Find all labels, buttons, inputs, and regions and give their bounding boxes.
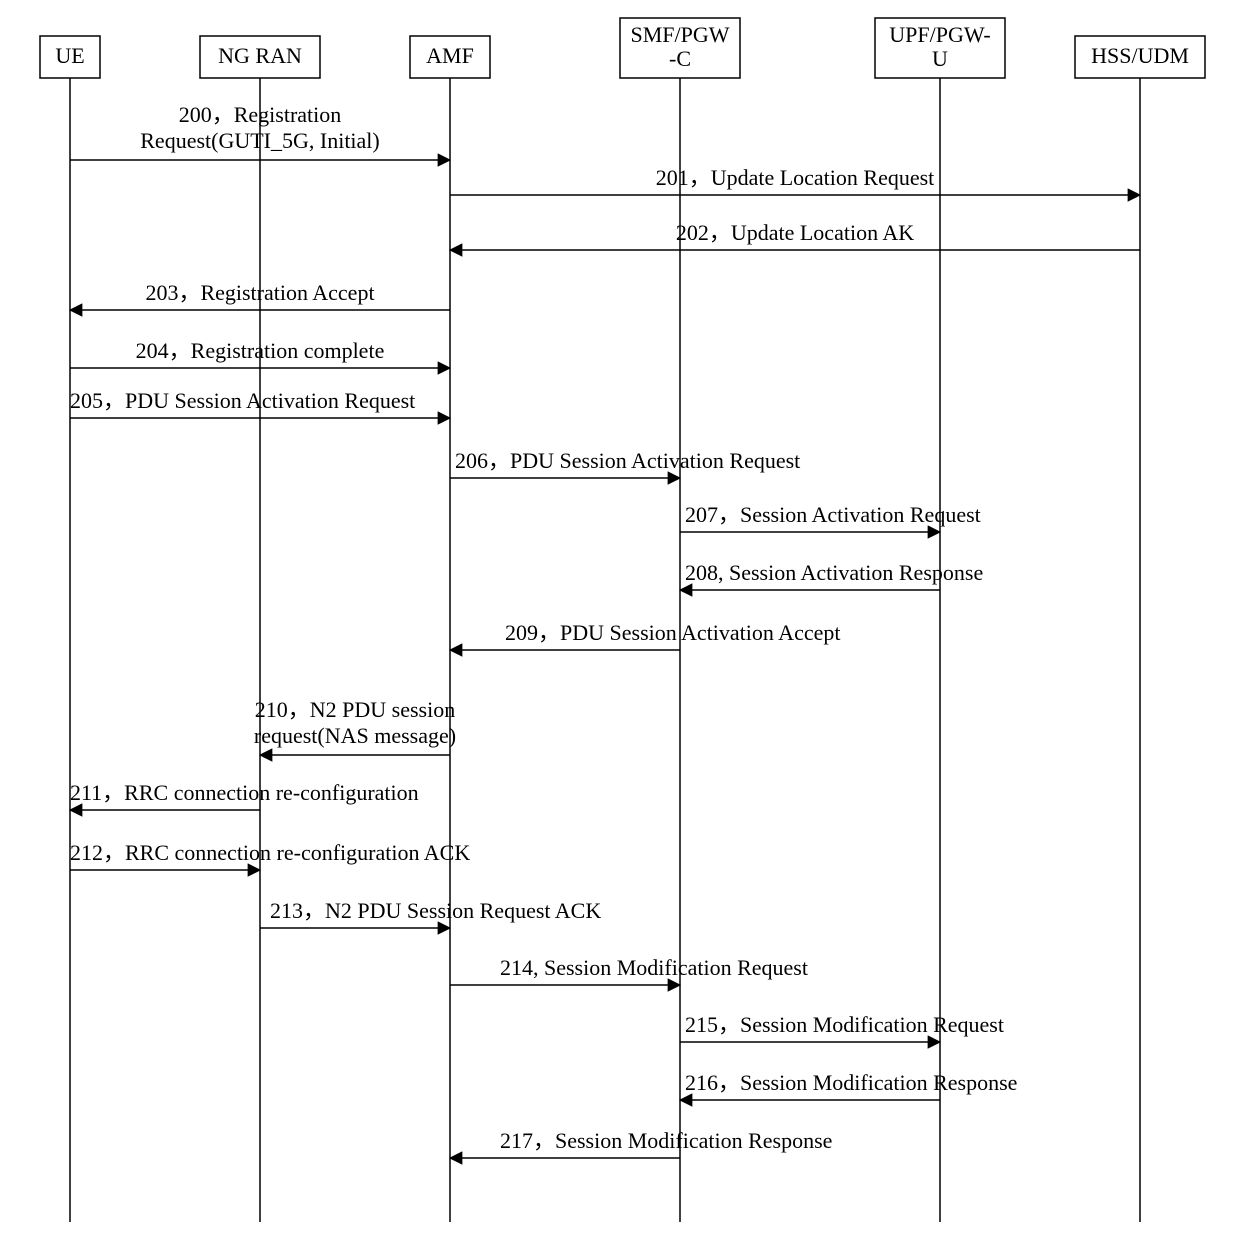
message-label-10-0: 210，N2 PDU session	[255, 697, 455, 722]
actor-label-hss: HSS/UDM	[1091, 43, 1189, 68]
message-label-11-0: 211，RRC connection re-configuration	[70, 780, 419, 805]
actor-label-smf: SMF/PGW	[630, 22, 729, 47]
message-label-16-0: 216，Session Modification Response	[685, 1070, 1017, 1095]
message-label-0-1: Request(GUTI_5G, Initial)	[140, 128, 380, 153]
message-label-15-0: 215，Session Modification Request	[685, 1012, 1004, 1037]
sequence-diagram: UE NG RAN AMF SMF/PGW-C UPF/PGW-U HSS/UDM 200，…	[0, 0, 1240, 1243]
message-label-4-0: 204，Registration complete	[136, 338, 385, 363]
message-label-1-0: 201，Update Location Request	[656, 165, 935, 190]
message-label-8-0: 208, Session Activation Response	[685, 560, 983, 585]
actor-label-upf: UPF/PGW-	[889, 22, 990, 47]
message-label-5-0: 205，PDU Session Activation Request	[70, 388, 415, 413]
actor-label-amf: AMF	[426, 43, 474, 68]
actor-label2-upf: U	[932, 46, 948, 71]
message-label-3-0: 203，Registration Accept	[145, 280, 374, 305]
message-label-2-0: 202，Update Location AK	[676, 220, 914, 245]
actor-label-ngran: NG RAN	[218, 43, 302, 68]
message-label-7-0: 207，Session Activation Request	[685, 502, 981, 527]
message-label-14-0: 214, Session Modification Request	[500, 955, 808, 980]
message-label-17-0: 217，Session Modification Response	[500, 1128, 832, 1153]
message-label-6-0: 206，PDU Session Activation Request	[455, 448, 800, 473]
actor-label-ue: UE	[55, 43, 84, 68]
actor-label2-smf: -C	[669, 46, 691, 71]
message-label-13-0: 213，N2 PDU Session Request ACK	[270, 898, 601, 923]
message-label-12-0: 212，RRC connection re-configuration ACK	[70, 840, 470, 865]
message-label-0-0: 200，Registration	[179, 102, 342, 127]
message-label-10-1: request(NAS message)	[254, 723, 456, 748]
message-label-9-0: 209，PDU Session Activation Accept	[505, 620, 840, 645]
